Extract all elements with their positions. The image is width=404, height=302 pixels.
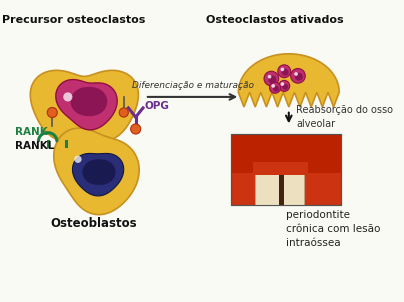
- Bar: [253, 162, 308, 175]
- Bar: [282, 166, 304, 205]
- Text: Diferenciação e maturação: Diferenciação e maturação: [132, 81, 254, 90]
- Circle shape: [63, 92, 72, 101]
- Bar: [231, 133, 341, 173]
- Circle shape: [290, 69, 305, 83]
- Circle shape: [279, 80, 290, 92]
- Polygon shape: [30, 70, 139, 144]
- Polygon shape: [54, 128, 139, 215]
- Circle shape: [268, 76, 276, 84]
- Text: Osteoclastos ativados: Osteoclastos ativados: [206, 15, 344, 25]
- Circle shape: [295, 73, 303, 81]
- Polygon shape: [72, 153, 124, 196]
- Circle shape: [119, 108, 128, 117]
- Circle shape: [278, 65, 290, 78]
- Polygon shape: [238, 54, 339, 107]
- Bar: [231, 133, 341, 205]
- Circle shape: [282, 69, 288, 76]
- Circle shape: [269, 82, 280, 93]
- Text: periodontite
crônica com lesão
intraóssea: periodontite crônica com lesão intraósse…: [286, 210, 381, 248]
- Circle shape: [282, 84, 288, 90]
- Circle shape: [47, 108, 57, 117]
- Text: RANK: RANK: [15, 127, 47, 137]
- Polygon shape: [56, 80, 117, 130]
- Circle shape: [74, 156, 82, 163]
- Circle shape: [280, 82, 284, 86]
- Circle shape: [264, 71, 279, 86]
- Bar: [280, 173, 284, 205]
- Bar: [231, 133, 341, 205]
- Text: Reabsorção do osso
alveolar: Reabsorção do osso alveolar: [296, 105, 393, 129]
- Polygon shape: [71, 87, 107, 116]
- Text: Precursor osteoclastos: Precursor osteoclastos: [2, 15, 145, 25]
- Polygon shape: [82, 159, 116, 185]
- Bar: [255, 166, 280, 205]
- Circle shape: [130, 124, 141, 134]
- Text: OPG: OPG: [145, 101, 170, 111]
- Circle shape: [268, 75, 271, 79]
- Text: RANKL: RANKL: [15, 141, 54, 151]
- Text: Osteoblastos: Osteoblastos: [50, 217, 137, 230]
- Circle shape: [273, 86, 279, 92]
- Circle shape: [280, 68, 284, 71]
- Circle shape: [271, 84, 275, 88]
- Circle shape: [294, 72, 298, 76]
